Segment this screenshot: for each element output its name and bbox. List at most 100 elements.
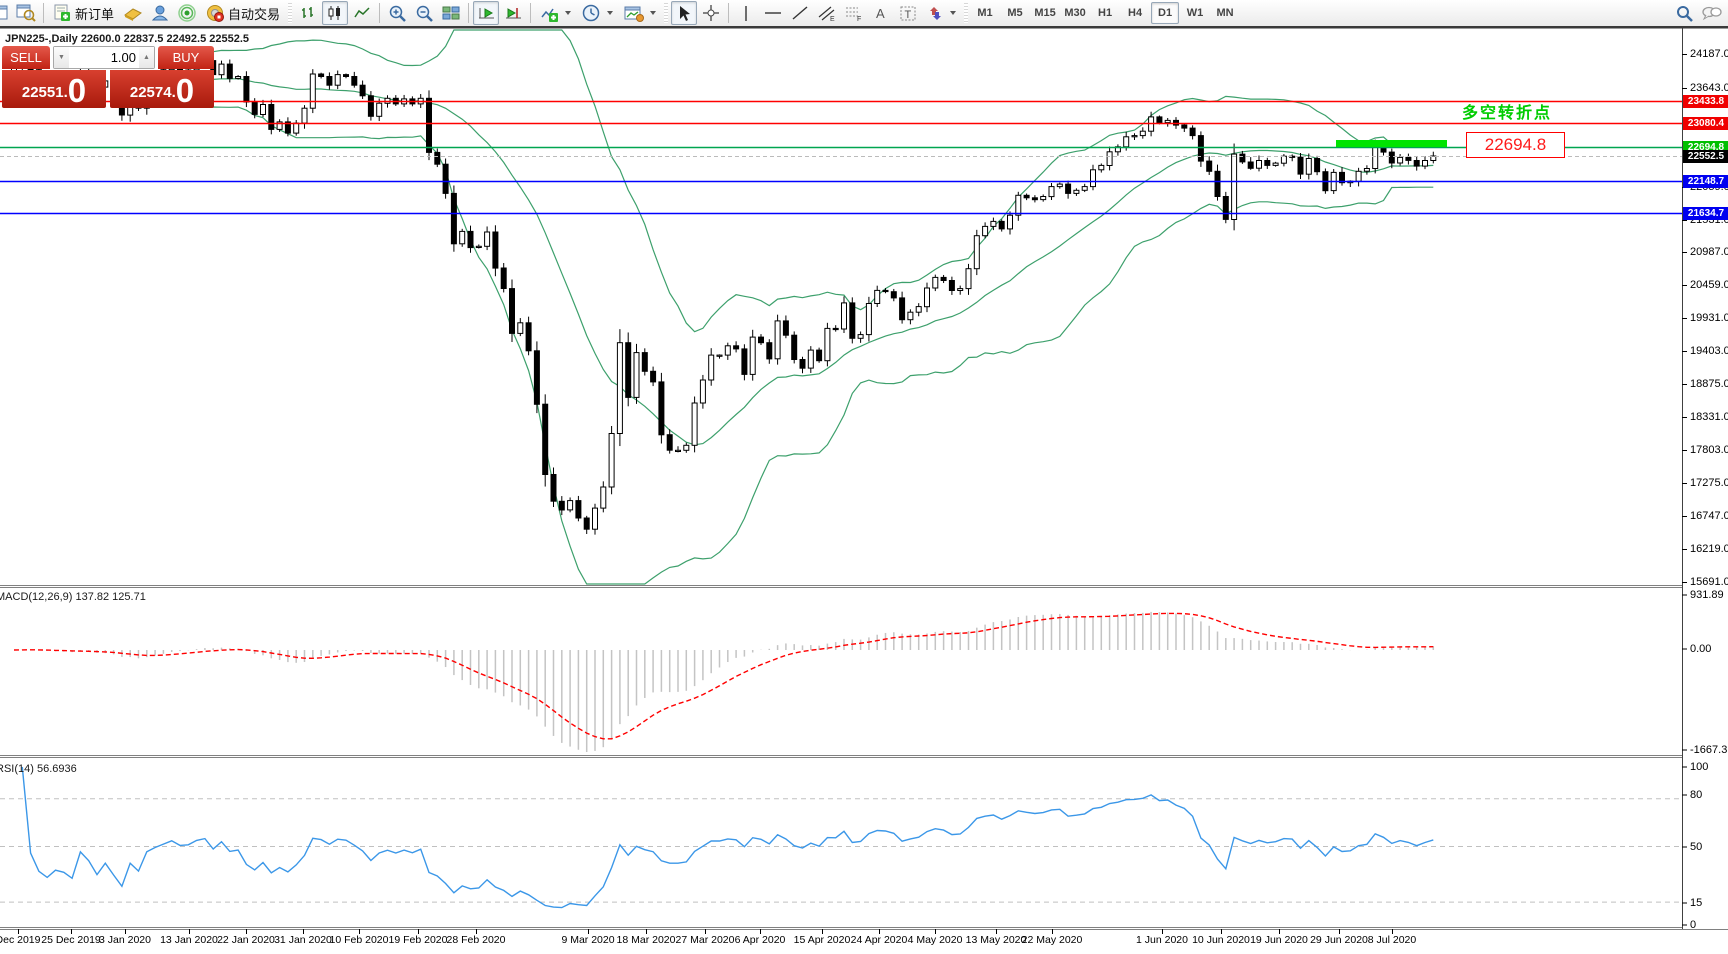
time-axis-label: 19 Jun 2020 [1250,934,1308,946]
toolbar-separator [530,3,532,23]
periods-button[interactable] [577,1,618,25]
data-window-icon [16,4,36,22]
terminal-icon [151,5,169,21]
main-toolbar: 新订单 自动交易 [0,0,1728,28]
toolbar-separator [468,3,470,23]
autotrading-button[interactable]: 自动交易 [201,1,285,25]
equidistant-channel-button[interactable]: E [814,1,840,25]
volume-increase-button[interactable]: ▲ [139,47,154,68]
thick-green-trendline[interactable] [1336,140,1447,147]
broadcast-icon [178,4,196,22]
time-axis-label: 25 Dec 2019 [41,934,101,946]
dropdown-arrow-icon [565,11,572,15]
autotrading-icon [207,4,225,22]
time-axis-label: 3 Jan 2020 [99,934,151,946]
tile-windows-button[interactable] [438,1,464,25]
buy-price-main: 22574. [129,84,176,101]
bar-chart-icon [302,7,314,18]
buy-button[interactable]: BUY [158,46,214,69]
zoom-out-button[interactable] [411,1,437,25]
zoom-in-button[interactable] [384,1,410,25]
text-button[interactable]: A [868,1,894,25]
new-order-icon [54,4,70,21]
indicators-icon [541,8,559,22]
axis-label: 17275.0 [1690,477,1728,489]
time-axis-label: 15 Apr 2020 [793,934,851,946]
axis-label: 50 [1690,841,1703,853]
arrows-button[interactable] [922,1,961,25]
time-axis-label: 4 May 2020 [907,934,963,946]
window-icon [0,5,8,20]
candlestick-chart-button[interactable] [322,1,349,25]
news-button[interactable] [174,1,200,25]
time-axis-label: 19 Feb 2020 [388,934,448,946]
terminal-button[interactable] [147,1,173,25]
toolbar-separator [728,3,730,23]
timeframe-w1[interactable]: W1 [1186,7,1204,19]
zoom-in-icon [389,5,406,22]
fibonacci-button[interactable]: F [841,1,867,25]
cursor-button[interactable] [671,1,698,25]
volume-stepper: ▼ ▲ [53,46,155,69]
volume-input[interactable] [69,47,139,68]
horizontal-line-button[interactable] [760,1,786,25]
timeframe-h4[interactable]: H4 [1128,7,1143,19]
metaeditor-button[interactable] [120,1,146,25]
autotrading-label: 自动交易 [228,6,281,22]
price-label-box[interactable]: 22694.8 [1466,132,1565,158]
time-axis-label: 24 Apr 2020 [850,934,908,946]
price-level-badge: 23080.4 [1683,117,1728,130]
svg-text:T: T [905,9,912,21]
timeframe-m15[interactable]: M15 [1034,7,1056,19]
arrows-icon [930,7,942,20]
timeframe-m5[interactable]: M5 [1007,7,1023,19]
crosshair-button[interactable] [698,1,724,25]
time-axis-label: 1 Jun 2020 [1136,934,1188,946]
timeframe-m1[interactable]: M1 [977,7,993,19]
search-button[interactable] [1671,1,1697,25]
templates-button[interactable] [619,1,661,25]
trendline-button[interactable] [787,1,813,25]
timeframe-m30[interactable]: M30 [1064,7,1086,19]
chart-title: JPN225-,Daily 22600.0 22837.5 22492.5 22… [5,33,250,45]
sell-price-main: 22551. [21,84,68,101]
timeframe-mn[interactable]: MN [1216,7,1234,19]
buy-price-big-digit: 0 [175,72,195,109]
axis-label: 20459.0 [1690,279,1728,291]
buy-price-display[interactable]: 22574. 0 [110,70,214,108]
sell-button[interactable]: SELL [2,46,50,69]
charts-window-button[interactable] [0,1,12,25]
timeframe-h1[interactable]: H1 [1098,7,1113,19]
line-chart-button[interactable] [349,1,375,25]
bar-chart-button[interactable] [295,1,321,25]
toolbar-grip [664,3,669,23]
axis-label: 0.00 [1690,643,1712,655]
crosshair-icon [703,5,720,21]
chart-shift-button[interactable] [500,1,526,25]
indicators-button[interactable] [535,1,576,25]
time-axis-label: 18 Mar 2020 [616,934,676,946]
chart-annotation-text[interactable]: 多空转折点 [1462,105,1553,122]
new-order-button[interactable]: 新订单 [48,1,119,25]
axis-label: 0 [1690,919,1697,931]
text-label-button[interactable]: T [895,1,921,25]
volume-decrease-button[interactable]: ▼ [54,47,69,68]
svg-text:F: F [857,16,861,22]
line-chart-icon [354,7,370,18]
data-window-button[interactable] [13,1,39,25]
sell-price-display[interactable]: 22551. 0 [2,70,106,108]
axis-label: 931.89 [1690,589,1724,601]
timeframe-d1[interactable]: D1 [1151,2,1180,24]
text-label-icon: T [900,6,916,21]
auto-scroll-button[interactable] [473,1,500,25]
svg-text:A: A [876,6,885,21]
search-icon [1676,5,1693,22]
metaeditor-icon [124,8,142,21]
price-level-badge: 21634.7 [1683,207,1728,220]
vertical-line-button[interactable] [733,1,759,25]
tile-windows-icon [442,6,460,20]
chart-shift-icon [505,7,521,18]
price-level-badge: 23433.8 [1683,95,1728,108]
chat-button[interactable] [1698,1,1724,25]
